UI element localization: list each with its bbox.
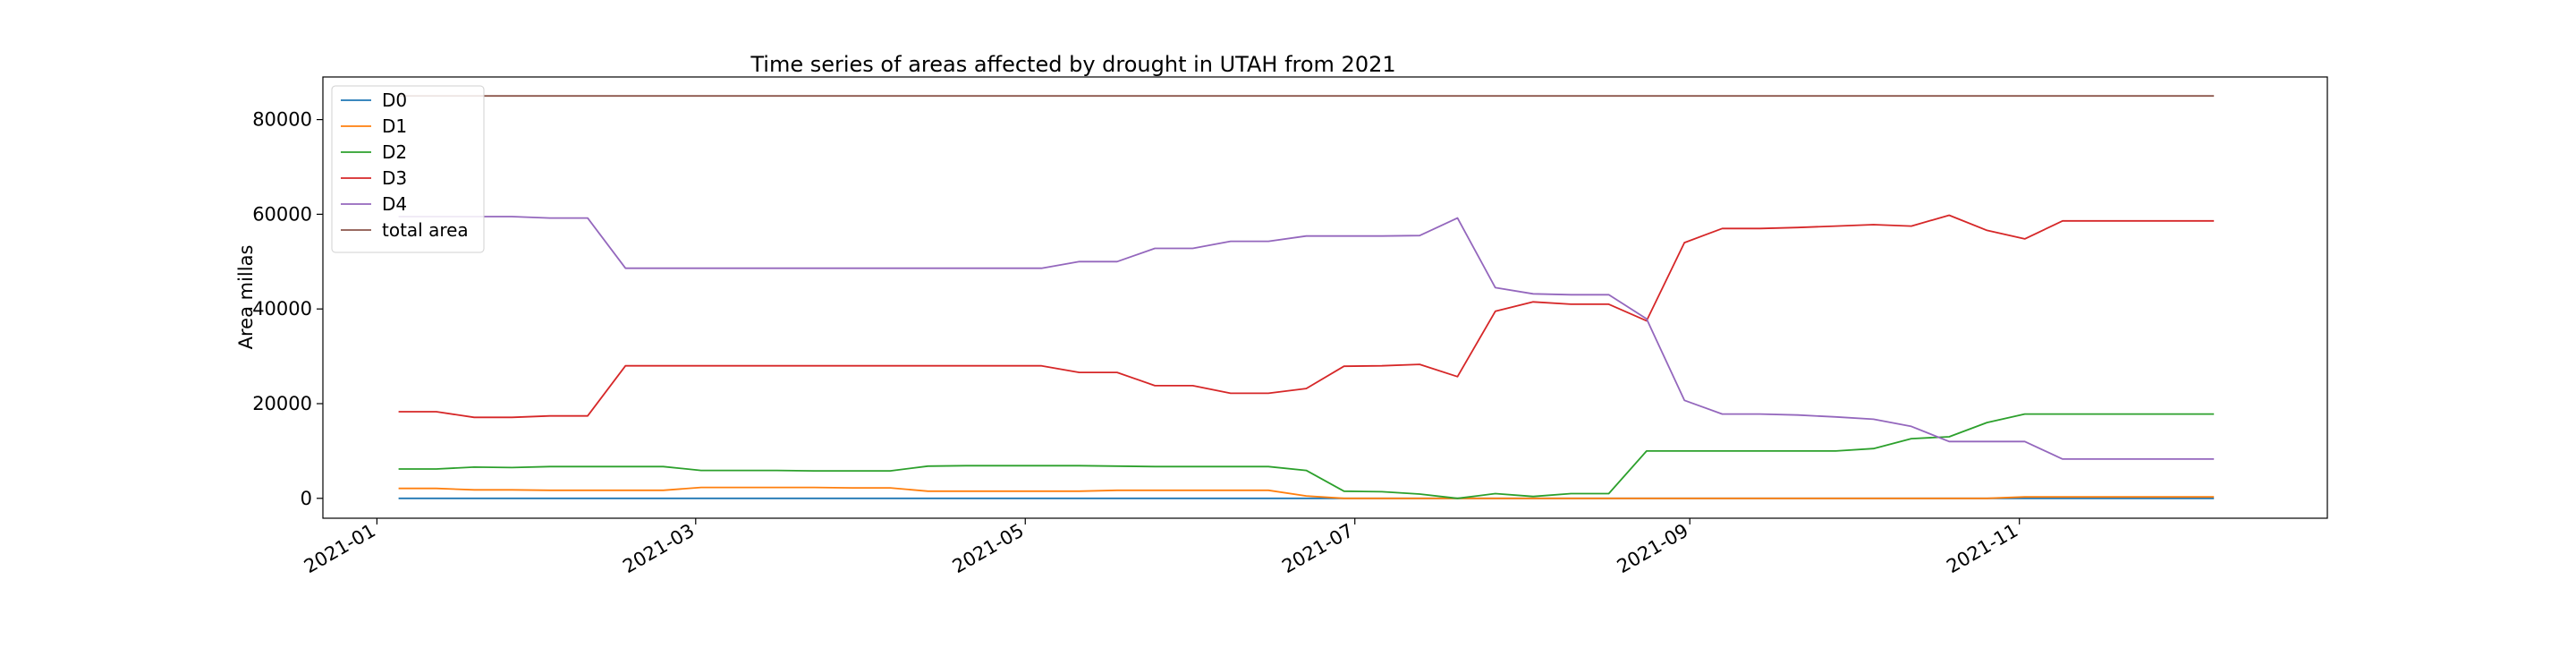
y-tick-label: 0 xyxy=(301,488,312,509)
legend-box xyxy=(331,85,485,253)
legend-label-d1: D1 xyxy=(382,115,407,137)
legend-label-d0: D0 xyxy=(382,90,407,111)
legend-label-d3: D3 xyxy=(382,167,407,189)
legend-label-d2: D2 xyxy=(382,141,407,163)
series-line-d4 xyxy=(398,216,2215,460)
y-tick-label: 40000 xyxy=(252,298,312,320)
series-line-d2 xyxy=(398,413,2215,499)
series-line-d1 xyxy=(398,486,2215,499)
series-line-d3 xyxy=(398,214,2215,419)
y-tick-label: 80000 xyxy=(252,109,312,131)
chart-title: Time series of areas affected by drought… xyxy=(750,52,1395,77)
y-axis-label: Area millas xyxy=(235,245,257,350)
plot-frame xyxy=(322,76,2328,519)
legend-label-total-area: total area xyxy=(382,219,469,241)
legend-label-d4: D4 xyxy=(382,193,407,215)
y-tick-label: 60000 xyxy=(252,203,312,225)
y-tick-label: 20000 xyxy=(252,393,312,414)
